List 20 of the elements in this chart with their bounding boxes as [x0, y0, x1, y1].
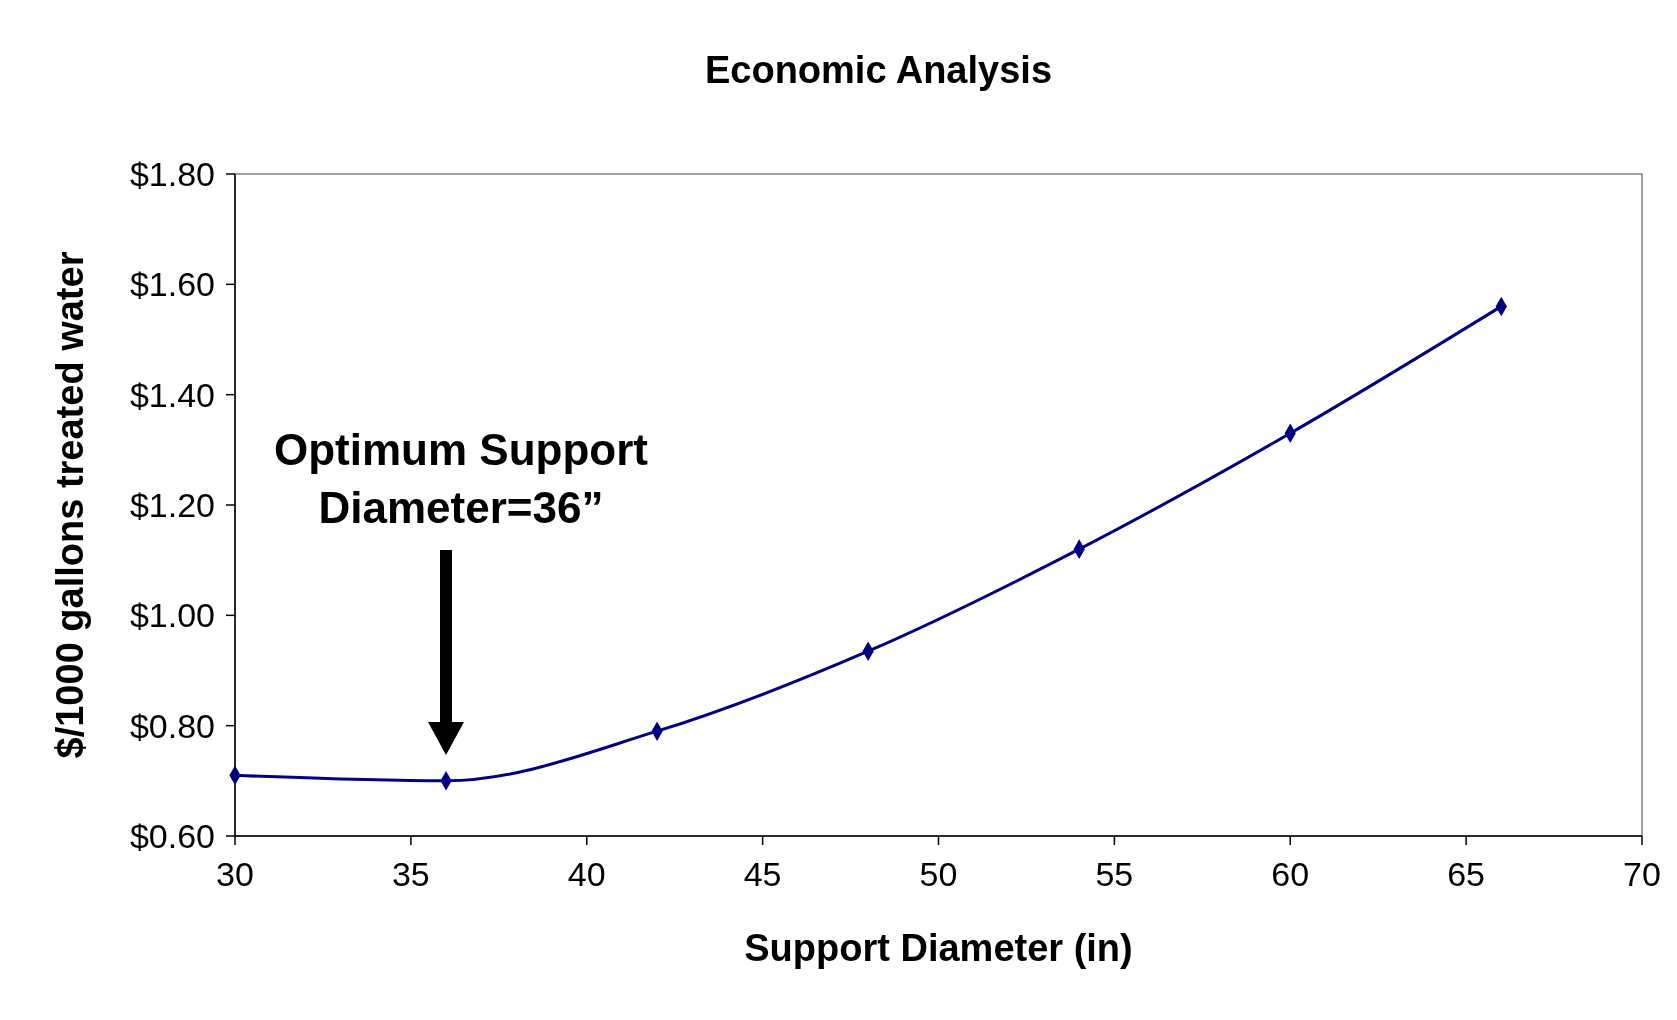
y-tick-label: $1.40	[129, 375, 215, 414]
x-tick-label: 50	[919, 855, 958, 893]
chart-title: Economic Analysis	[704, 49, 1053, 91]
y-axis-title: $/1000 gallons treated water	[49, 251, 91, 759]
x-tick-label: 30	[216, 855, 254, 893]
x-tick-label: 40	[567, 855, 606, 893]
y-tick-label: $1.20	[129, 486, 215, 524]
y-tick-label: $1.80	[129, 155, 215, 193]
x-tick-label: 55	[1095, 855, 1134, 893]
x-tick-label: 35	[391, 855, 430, 893]
y-tick-label: $1.60	[129, 265, 215, 304]
x-axis-title: Support Diameter (in)	[744, 927, 1133, 969]
y-tick-label: $0.80	[129, 706, 215, 745]
annotation: Optimum Support Diameter=36”	[274, 425, 649, 532]
x-tick-label: 60	[1271, 855, 1310, 893]
y-tick-label: $0.60	[129, 817, 215, 855]
x-tick-label: 70	[1623, 855, 1661, 893]
x-tick-label: 65	[1447, 855, 1486, 893]
x-tick-label: 45	[743, 855, 782, 893]
y-tick-label: $1.00	[129, 596, 215, 635]
